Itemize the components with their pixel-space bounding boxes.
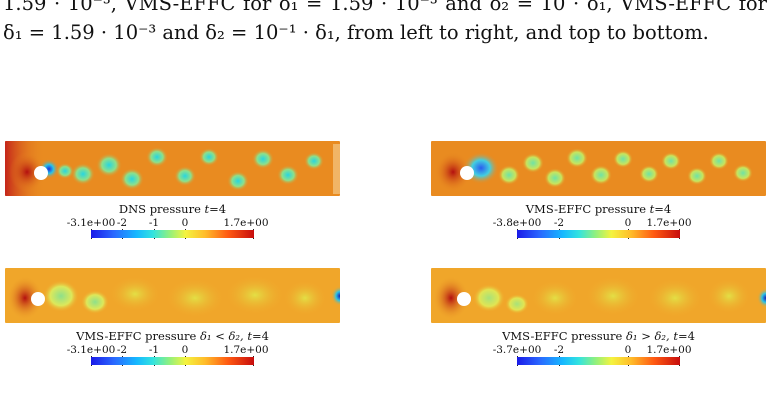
colorbar-ticks: -3.8e+00 -2 0 1.7e+00 [493,217,692,239]
title-suffix: =4 [251,329,269,343]
colorbar-ticks: -3.1e+00 -2 -1 0 1.7e+00 [67,344,269,366]
colorbar-gradient [517,357,680,365]
cylinder-obstacle [34,166,48,180]
colorbar-ticks: -3.1e+00 -2 -1 0 1.7e+00 [67,217,269,239]
colorbar-ticks: -3.7e+00 -2 0 1.7e+00 [493,344,692,366]
title-math: δ₁ > δ₂, t [626,329,678,343]
title-suffix: =4 [677,329,695,343]
tick-label: 1.7e+00 [646,344,692,356]
tick-label: 0 [624,344,632,356]
pressure-field-image [5,141,340,196]
tick-label: 0 [181,217,189,229]
colorbar-title: VMS-EFFC pressure δ₁ > δ₂, t=4 [431,329,766,343]
tick-label: -2 [553,217,565,229]
tick-label: -3.8e+00 [492,217,542,229]
pressure-field-image [431,141,766,196]
tick-label: -2 [553,344,565,356]
cylinder-obstacle [457,292,471,306]
cylinder-obstacle [31,292,45,306]
tick-label: -3.1e+00 [66,217,116,229]
caption-line-1: 1.59 · 10⁻³, VMS-EFFC for δ₁ = 1.59 · 10… [3,0,767,15]
colorbar-gradient [91,357,254,365]
pressure-field-image [431,268,766,323]
tick-label: 1.7e+00 [223,344,269,356]
tick-label: 0 [624,217,632,229]
tick-label: -2 [116,217,128,229]
title-math: t [204,202,210,216]
title-text: DNS pressure [118,202,205,216]
colorbar-title: VMS-EFFC pressure δ₁ < δ₂, t=4 [5,329,340,343]
tick-label: -1 [148,217,160,229]
pressure-field-image [5,268,340,323]
colorbar-title: VMS-EFFC pressure t=4 [431,202,766,216]
title-text: VMS-EFFC pressure [76,329,200,343]
title-math: t [649,202,655,216]
colorbar-gradient [91,230,254,238]
title-text: VMS-EFFC pressure [525,202,650,216]
tick-label: -2 [116,344,128,356]
tick-label: 1.7e+00 [646,217,692,229]
tick-label: 1.7e+00 [223,217,269,229]
pressure-field-drawing [433,276,766,320]
title-math: δ₁ < δ₂, t [200,329,252,343]
title-suffix: =4 [654,202,672,216]
pressure-field-drawing [7,275,340,320]
tick-label: 0 [181,344,189,356]
tick-label: -3.1e+00 [66,344,116,356]
caption-line-2: δ₁ = 1.59 · 10⁻³ and δ₂ = 10⁻¹ · δ₁, fro… [3,21,709,44]
title-text: VMS-EFFC pressure [502,329,626,343]
tick-label: -3.7e+00 [492,344,542,356]
colorbar-gradient [517,230,680,238]
title-suffix: =4 [209,202,227,216]
pressure-field-drawing [435,148,753,192]
cylinder-obstacle [460,166,474,180]
pressure-field-drawing [5,141,340,196]
tick-label: -1 [148,344,160,356]
colorbar-title: DNS pressure t=4 [5,202,340,216]
